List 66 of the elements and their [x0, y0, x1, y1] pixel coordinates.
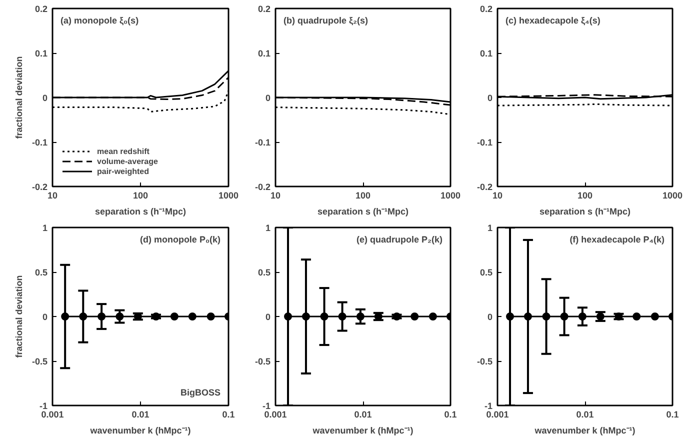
legend-label: volume-average	[97, 156, 158, 166]
y-tick-label: 1	[487, 223, 493, 233]
y-tick-label: 0.1	[480, 48, 493, 58]
x-axis-title: wavenumber k (hMpc⁻¹)	[534, 426, 636, 436]
x-axis-title: separation s (h⁻¹Mpc)	[94, 206, 186, 216]
y-tick-label: 0	[265, 93, 271, 103]
y-tick-label: 0	[487, 312, 493, 322]
y-tick-label: 1	[265, 223, 271, 233]
y-tick-label: 1	[42, 223, 48, 233]
y-tick-label: -0.1	[254, 138, 271, 148]
x-tick-label: 10	[47, 190, 58, 200]
y-tick-label: 0	[42, 312, 48, 322]
x-tick-label: 0.01	[354, 410, 372, 420]
x-tick-label: 1000	[218, 190, 239, 200]
x-tick-label: 100	[132, 190, 148, 200]
x-axis-title: separation s (h⁻¹Mpc)	[539, 206, 631, 216]
x-axis-title: separation s (h⁻¹Mpc)	[317, 206, 409, 216]
y-tick-label: 0.5	[258, 268, 271, 278]
x-tick-label: 0.1	[666, 410, 679, 420]
legend-label: pair-weighted	[97, 166, 150, 176]
y-tick-label: 0.1	[34, 48, 48, 58]
y-tick-label: -0.1	[476, 138, 493, 148]
text: (c) hexadecapole ξ₄(s)	[506, 16, 600, 26]
annotation: BigBOSS	[180, 388, 221, 398]
y-axis-title: fractional deviation	[14, 56, 24, 139]
x-axis-title: wavenumber k (hMpc⁻¹)	[89, 426, 191, 436]
x-axis-title: wavenumber k (hMpc⁻¹)	[312, 426, 414, 436]
y-tick-label: -0.5	[476, 356, 493, 366]
y-tick-label: 0.2	[480, 4, 493, 14]
x-tick-label: 0.1	[444, 410, 457, 420]
y-tick-label: -0.2	[476, 182, 493, 192]
y-tick-label: -1	[40, 401, 48, 411]
text: (d) monopole P₀(k)	[140, 234, 221, 244]
x-tick-label: 0.001	[264, 410, 287, 420]
legend-label: mean redshift	[97, 146, 150, 156]
y-tick-label: 0.2	[34, 4, 48, 14]
y-tick-label: 0.2	[258, 4, 271, 14]
x-tick-label: 0.1	[222, 410, 235, 420]
y-tick-label: 0.5	[480, 268, 493, 278]
y-axis-title: fractional deviation	[14, 275, 24, 358]
y-tick-label: 0	[265, 312, 271, 322]
y-tick-label: 0	[42, 93, 48, 103]
x-tick-label: 10	[492, 190, 503, 200]
x-tick-label: 0.001	[486, 410, 509, 420]
x-tick-label: 100	[355, 190, 371, 200]
x-tick-label: 1000	[440, 190, 461, 200]
x-tick-label: 0.01	[132, 410, 150, 420]
text: (f) hexadecapole P₄(k)	[570, 234, 665, 244]
y-tick-label: -0.2	[254, 182, 271, 192]
x-tick-label: 100	[577, 190, 593, 200]
y-tick-label: -0.2	[32, 182, 48, 192]
y-tick-label: -0.5	[254, 356, 271, 366]
x-tick-label: 10	[270, 190, 281, 200]
text: (e) quadrupole P₂(k)	[356, 234, 443, 244]
y-tick-label: 0	[487, 93, 493, 103]
y-tick-label: 0.1	[258, 48, 271, 58]
y-tick-label: -1	[262, 401, 271, 411]
y-tick-label: 0.5	[34, 268, 48, 278]
text: (a) monopole ξ₀(s)	[60, 16, 139, 26]
y-tick-label: -1	[484, 401, 493, 411]
text: (b) quadrupole ξ₂(s)	[284, 16, 368, 26]
x-tick-label: 1000	[662, 190, 683, 200]
y-tick-label: -0.1	[32, 138, 48, 148]
x-tick-label: 0.01	[576, 410, 594, 420]
y-tick-label: -0.5	[32, 356, 48, 366]
x-tick-label: 0.001	[41, 410, 64, 420]
